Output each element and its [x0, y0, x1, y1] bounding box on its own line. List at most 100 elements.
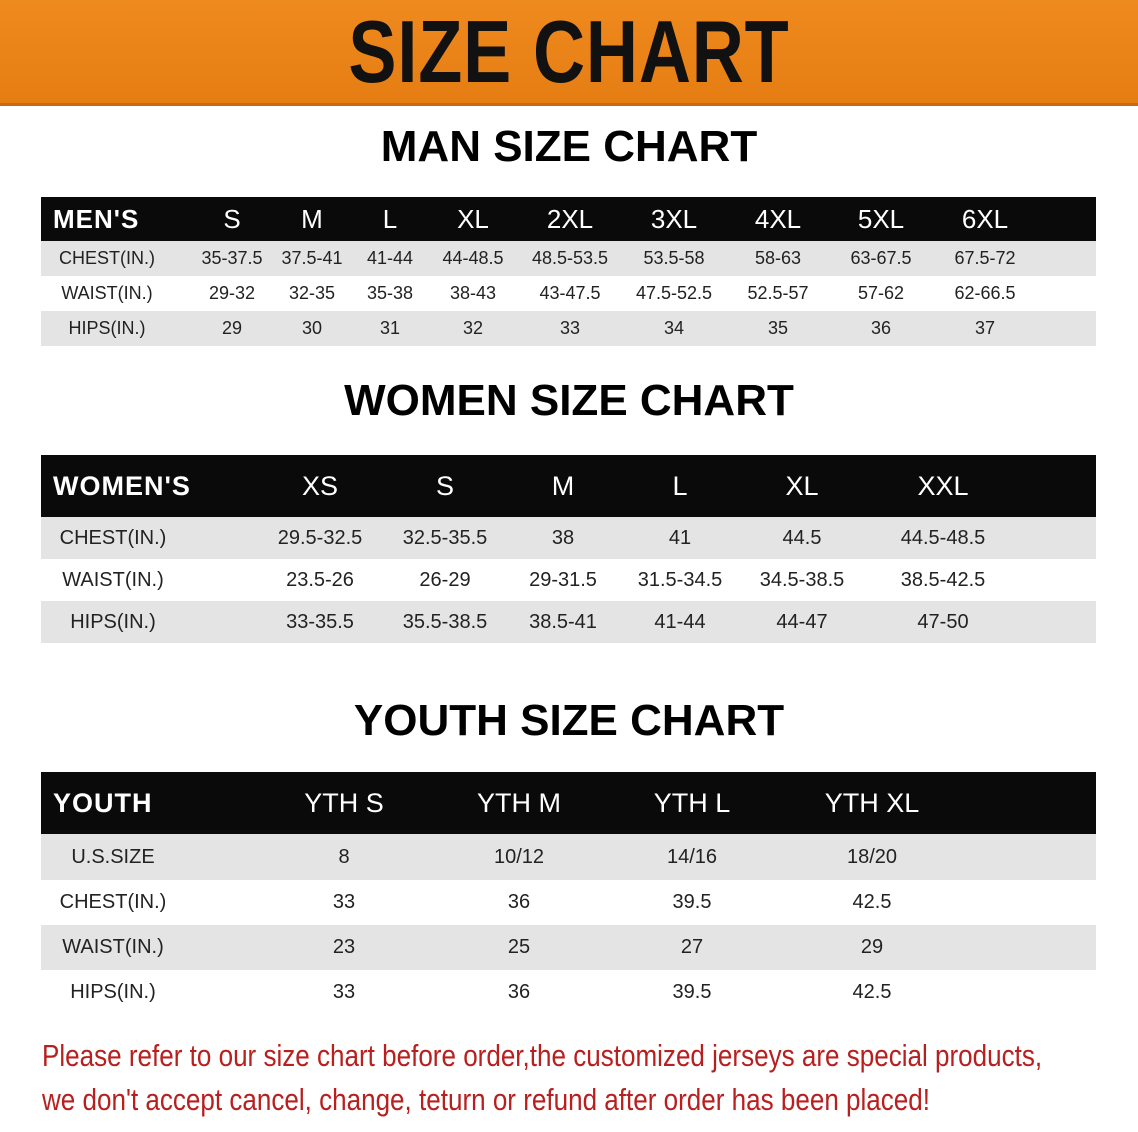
size-header-cell: M [551, 470, 575, 501]
measurement-cell: 29 [221, 318, 243, 338]
measurement-cell: 38-43 [449, 283, 497, 303]
size-header-cell: XXL [917, 470, 969, 501]
table-row: U.S.SIZE 8 10/12 14/16 18/20 [41, 834, 1096, 880]
measurement-cell: 67.5-72 [954, 248, 1016, 268]
measurement-cell: 8 [338, 845, 350, 868]
measurement-cell: 34 [663, 318, 685, 338]
row-label: CHEST(IN.) [59, 891, 167, 913]
row-label: HIPS(IN.) [70, 610, 156, 633]
measurement-cell: 30 [301, 318, 323, 338]
row-label: CHEST(IN.) [59, 526, 167, 549]
measurement-cell: 33 [332, 891, 356, 913]
size-header-cell: YTH L [653, 787, 731, 818]
table-row: HIPS(IN.) 33 36 39.5 42.5 [41, 970, 1096, 1015]
measurement-cell: 33-35.5 [286, 610, 354, 633]
measurement-cell: 18/20 [846, 845, 898, 868]
footer-notice-line-1: Please refer to our size chart before or… [42, 1038, 1043, 1073]
size-header-cell: YTH M [477, 787, 561, 818]
measurement-cell: 35-37.5 [201, 248, 263, 268]
size-header-cell: L [382, 203, 398, 234]
size-header-cell: XL [457, 203, 489, 234]
measurement-cell: 41 [668, 526, 692, 549]
size-header-cell: L [672, 470, 688, 501]
measurement-cell: 10/12 [493, 845, 545, 868]
size-header-cell: XL [785, 470, 819, 501]
header-row: MEN'S S M L XL 2XL 3XL 4XL 5XL 6XL [41, 197, 1096, 241]
youth-size-table: YOUTH YTH S YTH M YTH L YTH XL U.S.SIZE 8 10/12… [41, 772, 1096, 1015]
measurement-cell: 62-66.5 [954, 283, 1016, 303]
measurement-cell: 32.5-35.5 [402, 526, 488, 549]
row-label: HIPS(IN.) [70, 981, 156, 1003]
measurement-cell: 38 [551, 526, 575, 549]
size-header-cell: 5XL [857, 203, 905, 234]
measurement-cell: 23 [332, 936, 356, 958]
measurement-cell: 44-48.5 [442, 248, 504, 268]
measurement-cell: 48.5-53.5 [531, 248, 609, 268]
size-header-cell: 6XL [961, 203, 1009, 234]
table-title-cell: YOUTH [53, 787, 153, 818]
banner: SIZE CHART [0, 0, 1138, 106]
measurement-cell: 36 [507, 981, 531, 1003]
table-row: WAIST(IN.) 23.5-26 26-29 29-31.5 31.5-34.5 34… [41, 559, 1096, 601]
table-row: CHEST(IN.) 33 36 39.5 42.5 [41, 880, 1096, 925]
row-label: WAIST(IN.) [62, 568, 164, 591]
measurement-cell: 27 [680, 936, 704, 958]
size-header-cell: S [435, 470, 455, 501]
measurement-cell: 35-38 [366, 283, 414, 303]
size-header-cell: 4XL [754, 203, 802, 234]
measurement-cell: 23.5-26 [286, 568, 354, 591]
table-title-cell: MEN'S [53, 203, 140, 234]
measurement-cell: 35 [767, 318, 789, 338]
measurement-cell: 42.5 [852, 891, 892, 913]
measurement-cell: 42.5 [852, 981, 892, 1003]
measurement-cell: 25 [507, 936, 531, 958]
table-row: HIPS(IN.) 33-35.5 35.5-38.5 38.5-41 41-44 44-… [41, 601, 1096, 643]
table-row: CHEST(IN.) 29.5-32.5 32.5-35.5 38 41 44.5 44.5… [41, 517, 1096, 559]
measurement-cell: 29-32 [208, 283, 256, 303]
measurement-cell: 44-47 [776, 610, 828, 633]
youth-section-title: YOUTH SIZE CHART [353, 696, 785, 745]
measurement-cell: 35.5-38.5 [402, 610, 488, 633]
row-label: HIPS(IN.) [68, 318, 146, 338]
row-label: U.S.SIZE [71, 845, 155, 868]
measurement-cell: 57-62 [857, 283, 905, 303]
table-row: CHEST(IN.) 35-37.5 37.5-41 41-44 44-48.5 48.5… [41, 241, 1096, 276]
measurement-cell: 32 [462, 318, 484, 338]
size-header-cell: YTH S [304, 787, 384, 818]
measurement-cell: 39.5 [672, 891, 712, 913]
table-row: HIPS(IN.) 29 30 31 32 33 34 35 36 37 [41, 311, 1096, 346]
measurement-cell: 34.5-38.5 [759, 568, 845, 591]
measurement-cell: 33 [332, 981, 356, 1003]
measurement-cell: 37 [974, 318, 996, 338]
size-header-cell: XS [301, 470, 339, 501]
size-header-cell: 2XL [546, 203, 594, 234]
measurement-cell: 38.5-41 [529, 610, 597, 633]
measurement-cell: 39.5 [672, 981, 712, 1003]
measurement-cell: 29 [860, 936, 884, 958]
table-row: WAIST(IN.) 23 25 27 29 [41, 925, 1096, 970]
measurement-cell: 31 [379, 318, 401, 338]
measurement-cell: 63-67.5 [850, 248, 912, 268]
size-header-cell: YTH XL [824, 787, 920, 818]
measurement-cell: 29-31.5 [529, 568, 597, 591]
measurement-cell: 41-44 [366, 248, 414, 268]
measurement-cell: 14/16 [666, 845, 718, 868]
measurement-cell: 26-29 [419, 568, 471, 591]
table-row: WAIST(IN.) 29-32 32-35 35-38 38-43 43-47.5 47.… [41, 276, 1096, 311]
measurement-cell: 52.5-57 [747, 283, 809, 303]
header-row: WOMEN'S XS S M L XL XXL [41, 455, 1096, 517]
measurement-cell: 53.5-58 [643, 248, 705, 268]
footer-notice-line-2: we don't accept cancel, change, teturn o… [42, 1082, 931, 1117]
measurement-cell: 33 [559, 318, 581, 338]
table-title-cell: WOMEN'S [53, 470, 191, 501]
measurement-cell: 43-47.5 [539, 283, 601, 303]
measurement-cell: 36 [870, 318, 892, 338]
size-header-cell: S [223, 203, 241, 234]
row-label: WAIST(IN.) [62, 936, 164, 958]
measurement-cell: 41-44 [654, 610, 706, 633]
women-size-table: WOMEN'S XS S M L XL XXL CHEST(IN.) 29.5-32.5 32.5… [41, 455, 1096, 643]
measurement-cell: 58-63 [754, 248, 802, 268]
row-label: CHEST(IN.) [59, 248, 155, 268]
row-label: WAIST(IN.) [61, 283, 153, 303]
measurement-cell: 44.5-48.5 [900, 526, 986, 549]
